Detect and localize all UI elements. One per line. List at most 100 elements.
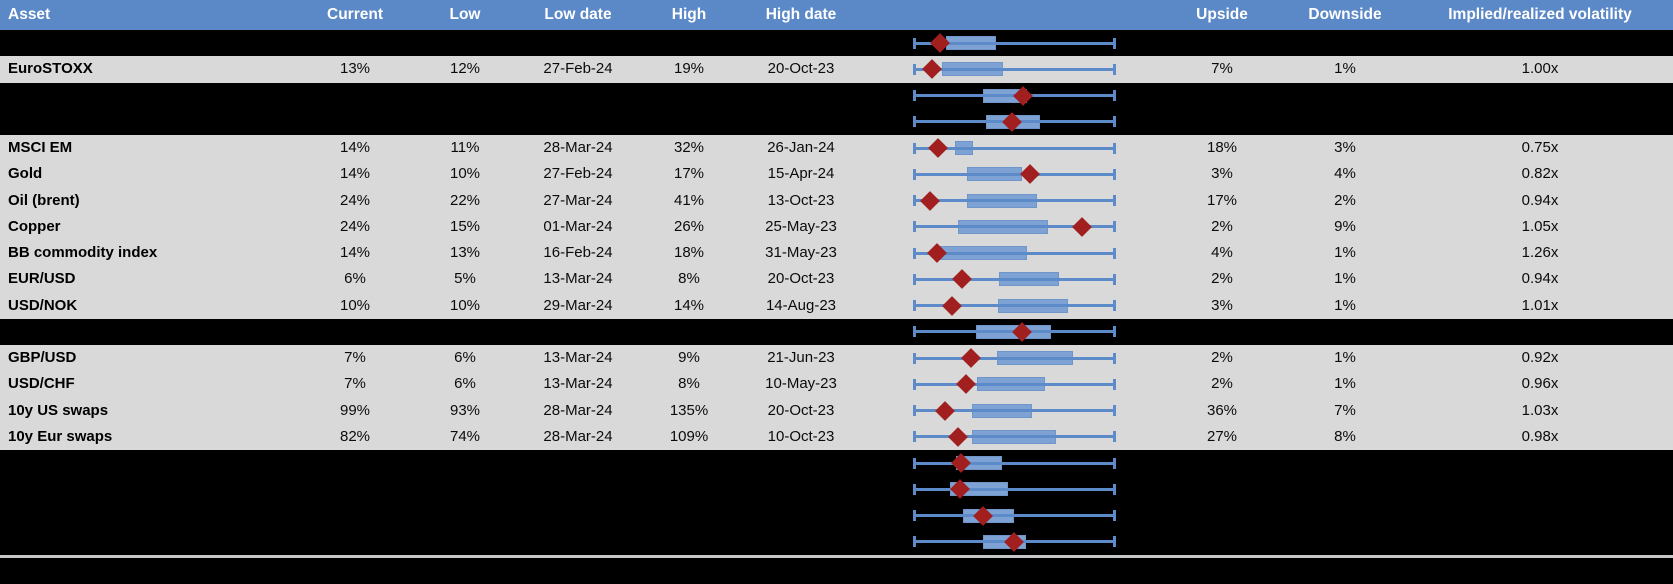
boxplot-max-cap (1113, 536, 1116, 548)
boxplot-max-cap (1113, 116, 1116, 128)
boxplot-min-cap (913, 90, 916, 102)
downside-value: 1% (1334, 270, 1356, 288)
boxplot-max-cap (1113, 142, 1116, 154)
boxplot-min-cap (913, 116, 916, 128)
high-value: 8% (678, 270, 700, 288)
high-date-value: 10-Oct-23 (767, 427, 835, 445)
current-value: 24% (339, 191, 371, 209)
header-low-date: Low date (544, 6, 612, 23)
ivol-value: 1.26x (1521, 244, 1559, 261)
low-date-value: 16-Feb-24 (543, 244, 613, 261)
high-value: 14% (673, 296, 705, 314)
ivol-value: 0.96x (1521, 375, 1559, 393)
low-date-value: 27-Feb-24 (543, 60, 613, 78)
boxplot (913, 476, 1116, 502)
high-value: 9% (678, 349, 700, 366)
boxplot-max-cap (1113, 405, 1116, 417)
boxplot (913, 240, 1116, 266)
spacer-row (0, 450, 1673, 477)
current-marker-diamond-icon (935, 400, 955, 421)
current-value: 24% (339, 217, 371, 235)
current-marker-diamond-icon (922, 59, 942, 80)
ivol-value: 1.01x (1521, 296, 1559, 314)
boxplot (913, 371, 1116, 397)
boxplot-min-cap (913, 483, 916, 495)
low-date-value: 29-Mar-24 (543, 296, 613, 314)
boxplot (913, 450, 1116, 476)
boxplot-whisker-line (913, 304, 1116, 308)
boxplot-whisker-line (913, 146, 1116, 150)
current-value: 99% (339, 401, 371, 419)
downside-value: 3% (1334, 139, 1356, 156)
boxplot-max-cap (1113, 431, 1116, 443)
low-date-value: 01-Mar-24 (543, 217, 613, 235)
header-downside: Downside (1308, 6, 1382, 23)
low-date-value: 28-Mar-24 (543, 427, 613, 445)
boxplot-min-cap (913, 378, 916, 390)
boxplot-min-cap (913, 273, 916, 285)
table-row: 10y Eur swaps 82% 74% 28-Mar-24 109% 10-Oct-2… (0, 423, 1673, 450)
current-marker-diamond-icon (1020, 164, 1040, 185)
low-value: 5% (454, 270, 476, 288)
current-value: 82% (339, 427, 371, 445)
low-value: 10% (449, 165, 481, 183)
low-value: 93% (449, 401, 481, 419)
boxplot (913, 135, 1116, 161)
spacer-row (0, 476, 1673, 503)
low-date-value: 13-Mar-24 (543, 375, 613, 393)
boxplot-min-cap (913, 37, 916, 49)
boxplot-max-cap (1113, 483, 1116, 495)
boxplot-min-cap (913, 195, 916, 207)
current-marker-diamond-icon (956, 374, 976, 395)
ivol-value: 0.94x (1521, 270, 1559, 288)
table-header-row: Asset Current Low Low date High High dat… (0, 0, 1673, 30)
boxplot-max-cap (1113, 300, 1116, 312)
ivol-value: 0.82x (1521, 165, 1559, 183)
spacer-row (0, 30, 1673, 57)
upside-value: 2% (1211, 349, 1233, 366)
boxplot (913, 56, 1116, 82)
asset-name: BB commodity index (8, 244, 158, 261)
spacer-row (0, 108, 1673, 135)
current-value: 10% (339, 296, 371, 314)
high-date-value: 13-Oct-23 (767, 191, 835, 209)
boxplot-min-cap (913, 431, 916, 443)
downside-value: 1% (1334, 60, 1356, 78)
high-date-value: 14-Aug-23 (765, 296, 837, 314)
boxplot-min-cap (913, 536, 916, 548)
high-value: 41% (673, 191, 705, 209)
boxplot-max-cap (1113, 221, 1116, 233)
downside-value: 1% (1334, 296, 1356, 314)
current-marker-diamond-icon (920, 190, 940, 211)
upside-value: 18% (1206, 139, 1238, 156)
upside-value: 27% (1206, 427, 1238, 445)
boxplot-whisker-line (913, 409, 1116, 413)
boxplot (913, 529, 1116, 555)
high-value: 17% (673, 165, 705, 183)
boxplot (913, 83, 1116, 109)
asset-name: USD/CHF (8, 375, 75, 393)
high-date-value: 31-May-23 (765, 244, 837, 261)
spacer-row (0, 502, 1673, 529)
boxplot-whisker-line (913, 225, 1116, 229)
boxplot-min-cap (913, 457, 916, 469)
low-date-value: 27-Feb-24 (543, 165, 613, 183)
boxplot-whisker-line (913, 461, 1116, 465)
boxplot-min-cap (913, 300, 916, 312)
boxplot-min-cap (913, 142, 916, 154)
boxplot-max-cap (1113, 168, 1116, 180)
header-high-date: High date (765, 6, 837, 23)
table-row: GBP/USD 7% 6% 13-Mar-24 9% 21-Jun-23 2% 1% 0.92x (0, 345, 1673, 372)
current-value: 7% (344, 375, 366, 393)
header-current: Current (327, 6, 383, 23)
boxplot-whisker-line (913, 199, 1116, 203)
asset-name: Gold (8, 165, 43, 183)
current-value: 14% (339, 139, 371, 156)
asset-name: Copper (8, 217, 61, 235)
low-value: 6% (454, 375, 476, 393)
header-low: Low (449, 6, 481, 23)
boxplot-min-cap (913, 221, 916, 233)
asset-name: 10y Eur swaps (8, 427, 113, 445)
current-value: 7% (344, 349, 366, 366)
low-value: 15% (449, 217, 481, 235)
